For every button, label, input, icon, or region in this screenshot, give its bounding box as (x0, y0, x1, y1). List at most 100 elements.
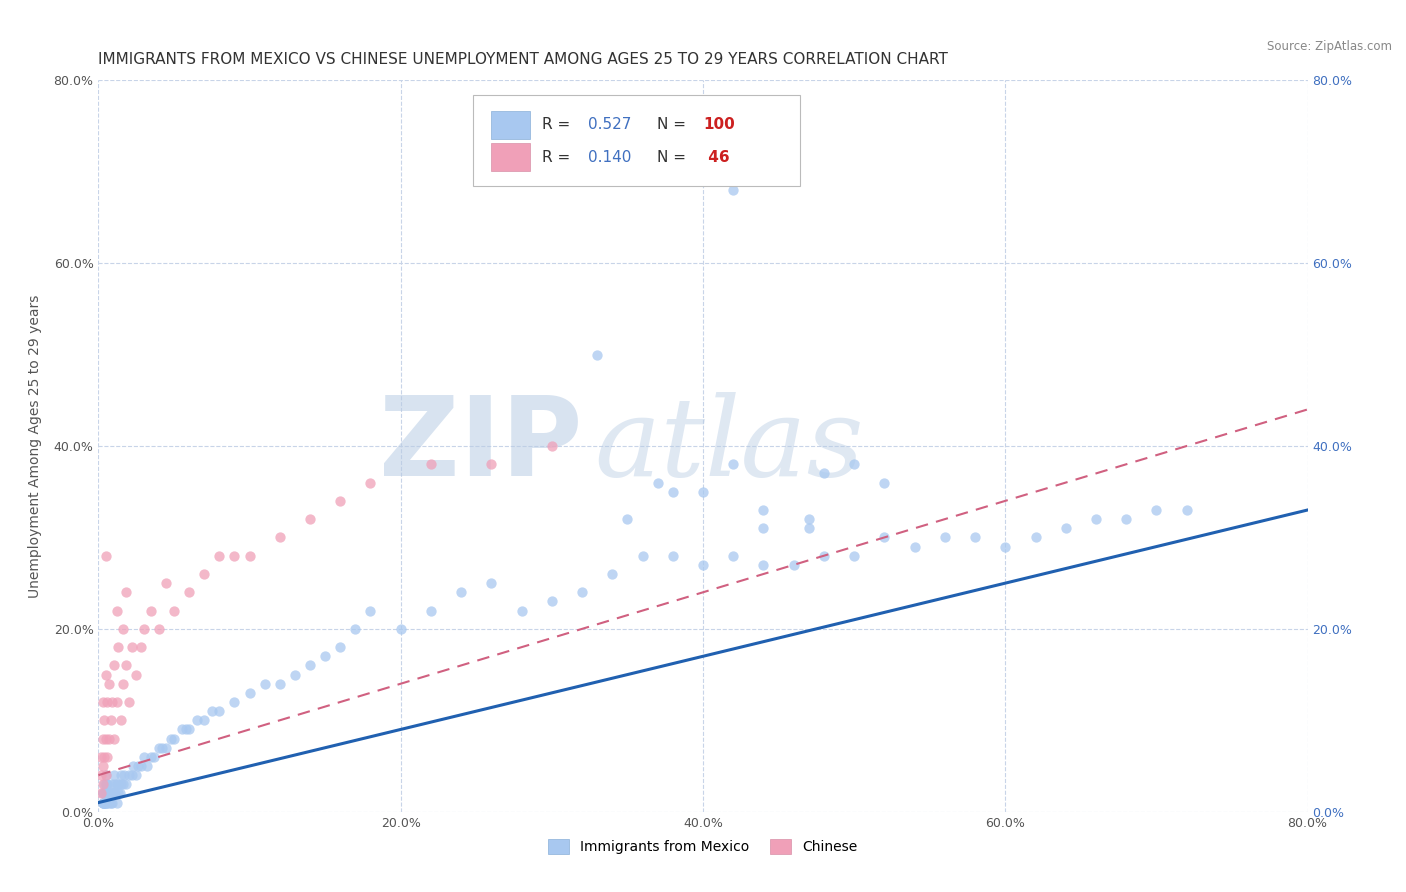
Point (108, 787, 131, 801)
Point (103, 768, 125, 782)
Point (125, 768, 148, 782)
Point (103, 658, 125, 673)
Point (904, 540, 927, 554)
Point (571, 585, 593, 599)
Point (661, 549, 683, 563)
Point (586, 347, 609, 362)
Point (344, 622, 367, 636)
Point (224, 695, 246, 709)
Point (481, 576, 503, 591)
Point (132, 622, 155, 636)
Point (96, 695, 118, 709)
Point (135, 759, 157, 773)
Point (96, 749, 118, 764)
Text: N =: N = (657, 150, 690, 165)
Point (163, 731, 186, 746)
Point (94, 777, 117, 791)
Point (94, 549, 117, 563)
Point (329, 640, 352, 655)
Point (752, 558, 775, 572)
Point (329, 494, 352, 508)
Point (193, 714, 215, 728)
Point (91, 796, 114, 810)
Point (269, 530, 291, 544)
Text: Source: ZipAtlas.com: Source: ZipAtlas.com (1267, 40, 1392, 54)
Point (112, 768, 135, 782)
Point (174, 723, 197, 737)
Text: 0.527: 0.527 (588, 118, 631, 132)
Point (752, 521, 775, 535)
Point (96, 796, 118, 810)
Point (94, 777, 117, 791)
Point (155, 576, 177, 591)
Point (783, 558, 806, 572)
Bar (492, 111, 530, 139)
Point (114, 658, 136, 673)
Point (121, 640, 143, 655)
Point (94, 667, 117, 681)
Point (143, 749, 166, 764)
Point (107, 787, 129, 801)
Point (93, 714, 115, 728)
Point (389, 622, 412, 636)
Point (647, 475, 669, 490)
Point (540, 439, 562, 453)
Point (103, 787, 125, 801)
Point (91, 796, 114, 810)
Point (602, 567, 624, 582)
Point (105, 695, 128, 709)
Point (98, 787, 121, 801)
Point (127, 759, 149, 773)
Point (105, 796, 128, 810)
Point (239, 686, 262, 700)
Point (91, 759, 114, 773)
Point (110, 777, 132, 791)
Point (103, 777, 125, 791)
Point (193, 567, 215, 582)
Point (91, 787, 114, 801)
Point (179, 585, 201, 599)
Point (1054, 521, 1077, 535)
Point (723, 457, 745, 471)
Point (813, 467, 835, 481)
Point (100, 714, 122, 728)
Y-axis label: Unemployment Among Ages 25 to 29 years: Unemployment Among Ages 25 to 29 years (28, 294, 42, 598)
Point (208, 704, 231, 718)
Text: 46: 46 (703, 150, 730, 165)
Point (797, 521, 820, 535)
Point (163, 603, 186, 617)
Point (91, 731, 114, 746)
Point (103, 731, 125, 746)
Text: R =: R = (543, 150, 575, 165)
Point (994, 540, 1017, 554)
Point (797, 512, 820, 526)
Point (1144, 503, 1167, 517)
Point (965, 530, 987, 544)
Point (253, 676, 276, 690)
Point (299, 512, 322, 526)
Text: ZIP: ZIP (378, 392, 582, 500)
Point (101, 796, 124, 810)
Point (129, 640, 152, 655)
Point (844, 549, 866, 563)
Point (93, 749, 115, 764)
Point (201, 704, 224, 718)
Point (111, 777, 134, 791)
Point (94, 787, 117, 801)
Point (1175, 503, 1198, 517)
Point (90, 749, 112, 764)
Point (1115, 512, 1137, 526)
Point (510, 603, 533, 617)
Point (1024, 530, 1046, 544)
Point (94, 787, 117, 801)
Text: 100: 100 (703, 118, 735, 132)
Point (155, 740, 177, 755)
Point (93, 796, 115, 810)
Point (121, 768, 143, 782)
Point (132, 749, 155, 764)
Point (148, 622, 170, 636)
Point (284, 667, 307, 681)
Point (360, 475, 382, 490)
Point (107, 640, 129, 655)
Point (91, 777, 114, 791)
